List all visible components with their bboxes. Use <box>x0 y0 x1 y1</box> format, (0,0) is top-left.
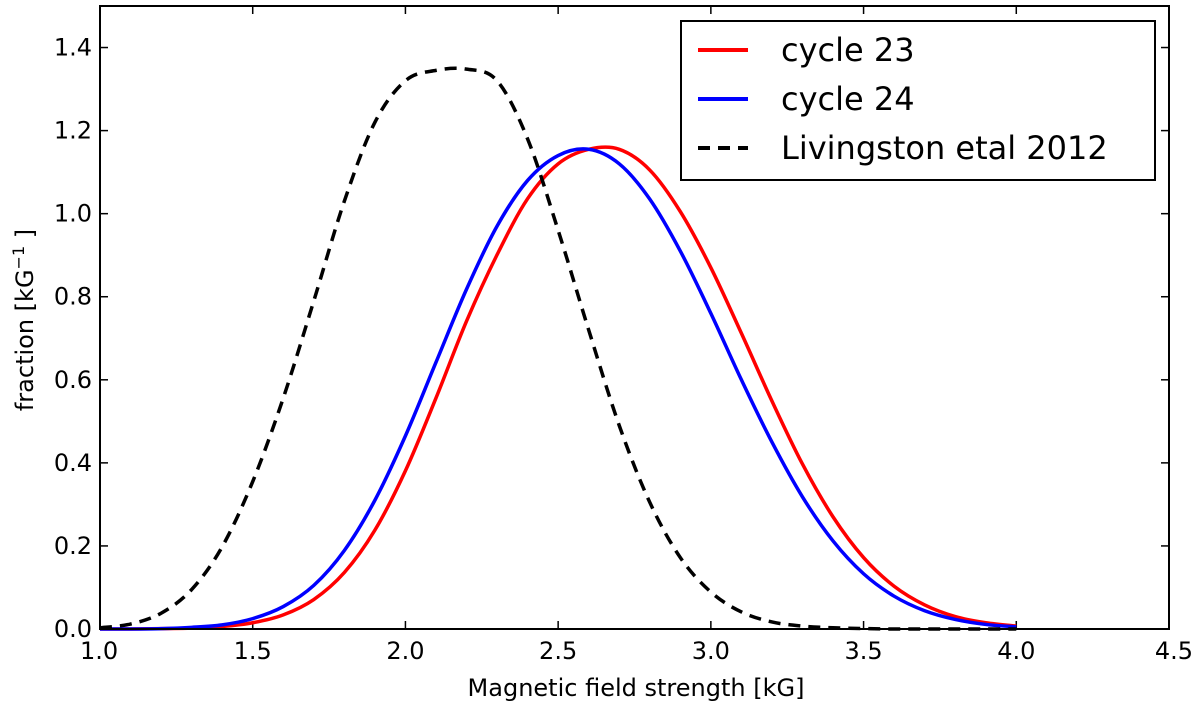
y-tick-label: 1.2 <box>54 117 92 145</box>
y-tick-label: 1.0 <box>54 200 92 228</box>
x-tick-label: 1.5 <box>234 637 272 665</box>
x-tick-label: 4.0 <box>997 637 1035 665</box>
x-tick-label: 2.5 <box>539 637 577 665</box>
y-axis-title-superscript: −1 <box>9 246 28 270</box>
legend: cycle 23 cycle 24 Livingston etal 2012 <box>680 20 1156 181</box>
y-tick-label: 0.0 <box>54 615 92 643</box>
x-tick-label: 3.0 <box>692 637 730 665</box>
x-axis-labels: 1.0 1.5 2.0 2.5 3.0 3.5 4.0 4.5 <box>80 637 1193 665</box>
plot-frame <box>99 5 1170 630</box>
y-axis-labels: 0.0 0.2 0.4 0.6 0.8 1.0 1.2 1.4 <box>54 34 92 643</box>
series-line-cycle-24 <box>99 147 1017 631</box>
y-axis-title-prefix: fraction [kG <box>11 269 39 411</box>
legend-label-cycle-24: cycle 24 <box>781 80 915 118</box>
y-axis-title: fraction [kG−1 ] <box>9 229 39 411</box>
legend-label-cycle-23: cycle 23 <box>781 31 915 69</box>
legend-box <box>680 20 1156 181</box>
series-line-cycle-23 <box>99 145 1017 631</box>
legend-label-livingston-etal-2012: Livingston etal 2012 <box>781 129 1108 167</box>
y-tick-label: 0.4 <box>54 449 92 477</box>
y-axis-title-suffix: ] <box>11 229 39 246</box>
y-tick-label: 1.4 <box>54 34 92 62</box>
y-tick-label: 0.2 <box>54 532 92 560</box>
x-tick-label: 4.5 <box>1155 637 1193 665</box>
x-tick-label: 1.0 <box>80 637 118 665</box>
y-tick-label: 0.6 <box>54 366 92 394</box>
x-axis-title: Magnetic field strength [kG] <box>468 674 805 702</box>
x-tick-label: 2.0 <box>386 637 424 665</box>
y-tick-label: 0.8 <box>54 283 92 311</box>
x-tick-label: 3.5 <box>844 637 882 665</box>
